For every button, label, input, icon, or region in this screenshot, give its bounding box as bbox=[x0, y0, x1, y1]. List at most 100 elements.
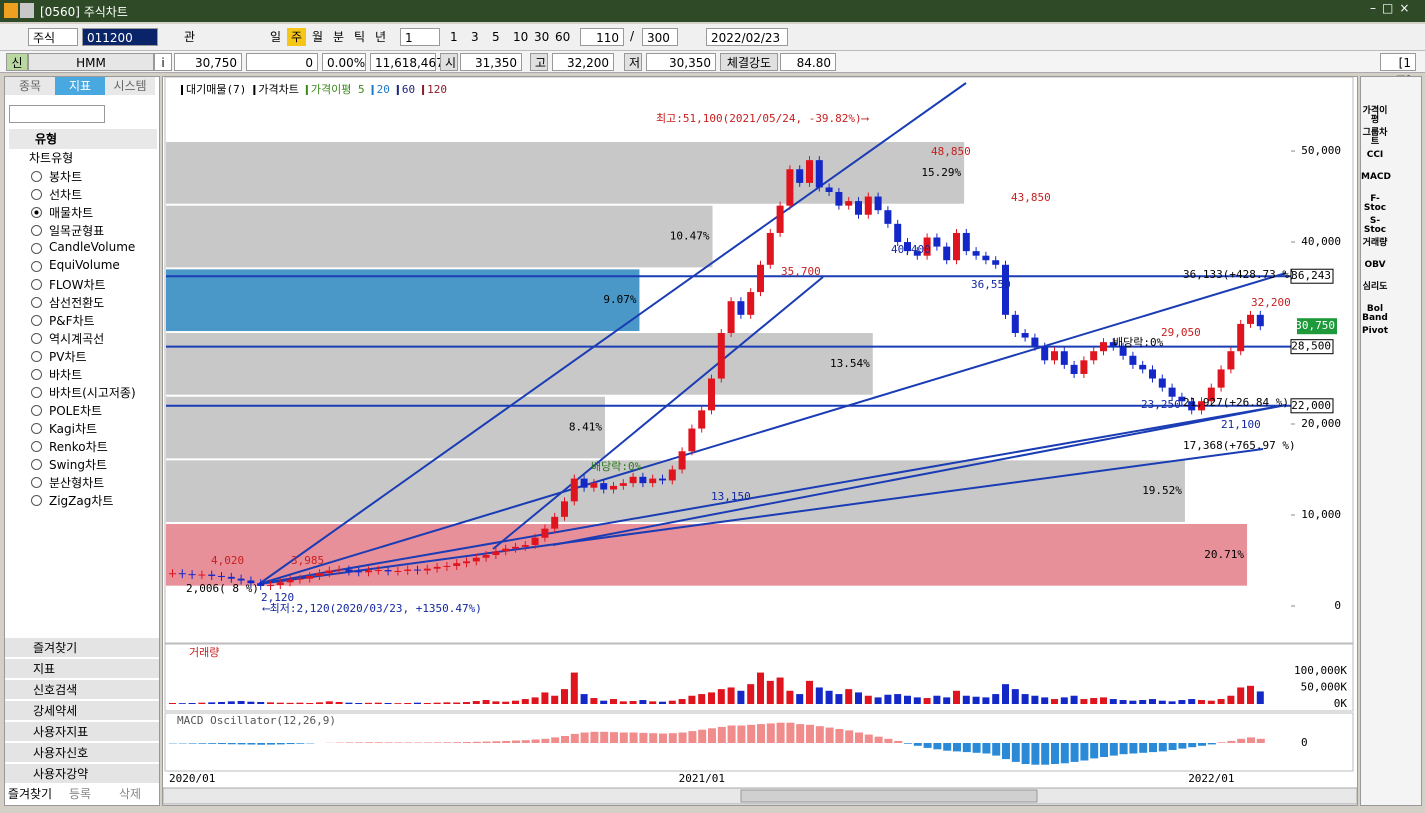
radio-button[interactable] bbox=[31, 333, 42, 344]
macd-bar bbox=[1031, 743, 1040, 765]
chart-type-option[interactable]: CandleVolume bbox=[49, 240, 136, 254]
radio-button[interactable] bbox=[31, 261, 42, 272]
chart-type-option[interactable]: 봉차트 bbox=[49, 170, 83, 184]
volume-bar bbox=[1002, 684, 1009, 704]
chart-type-option[interactable]: 바차트(시고저종) bbox=[49, 386, 136, 400]
radio-button[interactable] bbox=[31, 225, 42, 236]
radio-button[interactable] bbox=[31, 243, 42, 254]
candle bbox=[482, 555, 490, 558]
market-select[interactable]: 주식 bbox=[28, 28, 78, 46]
chart-type-option[interactable]: Renko차트 bbox=[49, 440, 108, 454]
chart-type-option[interactable]: 역시계곡선 bbox=[49, 332, 105, 346]
radio-button[interactable] bbox=[31, 351, 42, 362]
indicator-tool[interactable]: Pivot bbox=[1361, 326, 1389, 336]
radio-button[interactable] bbox=[31, 315, 42, 326]
indicator-tool[interactable]: 그룹차트 bbox=[1362, 128, 1388, 147]
radio-button[interactable] bbox=[31, 279, 42, 290]
macd-bar bbox=[1198, 743, 1206, 746]
interval-button[interactable]: 1 bbox=[450, 30, 458, 44]
chart-type-option[interactable]: 선차트 bbox=[49, 188, 83, 202]
total-input[interactable]: 300 bbox=[642, 28, 678, 46]
radio-button[interactable] bbox=[31, 297, 42, 308]
folder[interactable]: 사용자지표 bbox=[5, 722, 159, 742]
indicator-tool[interactable]: S-Stoc bbox=[1363, 216, 1387, 235]
chart-type-option[interactable]: 일목균형표 bbox=[49, 224, 105, 238]
period-button[interactable]: 일 bbox=[270, 30, 282, 44]
scroll-thumb[interactable] bbox=[740, 789, 1038, 803]
title-bar: [0560] 주식차트 –□× bbox=[0, 0, 1425, 22]
chart-type-option[interactable]: Swing차트 bbox=[49, 458, 108, 472]
chart-type-option[interactable]: 바차트 bbox=[49, 368, 83, 382]
period-button[interactable]: 년 bbox=[375, 30, 387, 44]
volume-bar bbox=[923, 698, 931, 704]
interval-button[interactable]: 10 bbox=[513, 30, 529, 44]
folder[interactable]: 강세약세 bbox=[5, 701, 159, 721]
chart-type-option[interactable]: EquiVolume bbox=[49, 258, 120, 272]
interval-button[interactable]: 3 bbox=[471, 30, 479, 44]
period-button[interactable]: 월 bbox=[312, 30, 324, 44]
candle bbox=[551, 516, 559, 529]
chart-type-option[interactable]: 삼선전환도 bbox=[49, 296, 105, 310]
bottom-tab[interactable]: 등록 bbox=[68, 787, 92, 801]
search-input[interactable] bbox=[9, 105, 105, 123]
chart-type-option[interactable]: P&F차트 bbox=[49, 314, 95, 328]
sidebar-tab[interactable]: 지표 bbox=[55, 77, 105, 95]
code-input[interactable]: 011200 bbox=[82, 28, 158, 46]
bottom-tab[interactable]: 삭제 bbox=[118, 787, 142, 801]
radio-button[interactable] bbox=[31, 477, 42, 488]
mode-button[interactable]: 관 bbox=[184, 30, 196, 44]
interval-button[interactable]: 30 bbox=[534, 30, 550, 44]
period-button[interactable]: 주 bbox=[287, 28, 307, 46]
radio-button[interactable] bbox=[31, 495, 42, 506]
volume-bar bbox=[698, 694, 706, 704]
indicator-tool[interactable]: MACD bbox=[1361, 172, 1391, 182]
volume-bar bbox=[1158, 700, 1166, 704]
candle bbox=[433, 566, 441, 569]
volume-bar bbox=[1198, 700, 1205, 704]
period-button[interactable]: 분 bbox=[333, 30, 345, 44]
folder[interactable]: 지표 bbox=[5, 659, 159, 679]
indicator-tool[interactable]: CCI bbox=[1366, 150, 1384, 160]
radio-button[interactable] bbox=[31, 207, 42, 218]
interval-button[interactable]: 60 bbox=[555, 30, 571, 44]
chart-type-option[interactable]: 매물차트 bbox=[49, 206, 94, 220]
help-icon[interactable] bbox=[20, 3, 34, 18]
radio-button[interactable] bbox=[31, 441, 42, 452]
folder[interactable]: 사용자신호 bbox=[5, 743, 159, 763]
indicator-tool[interactable]: F-Stoc bbox=[1363, 194, 1387, 213]
indicator-tool[interactable]: Bol Band bbox=[1362, 304, 1388, 323]
trend-line bbox=[258, 272, 1287, 585]
candle bbox=[1129, 355, 1137, 365]
indicator-tool[interactable]: 거래량 bbox=[1362, 238, 1388, 248]
chart-type-option[interactable]: Kagi차트 bbox=[49, 422, 98, 436]
unit-select[interactable]: 1 bbox=[400, 28, 440, 46]
folder[interactable]: 사용자강약 bbox=[5, 764, 159, 784]
chart-type-option[interactable]: FLOW차트 bbox=[49, 278, 106, 292]
sidebar-tab[interactable]: 종목 bbox=[5, 77, 55, 95]
period-button[interactable]: 틱 bbox=[354, 30, 366, 44]
chart-type-option[interactable]: ZigZag차트 bbox=[49, 494, 114, 508]
indicator-tool[interactable]: OBV bbox=[1364, 260, 1386, 270]
window-controls[interactable]: –□× bbox=[1370, 1, 1416, 15]
chart-type-option[interactable]: 분산형차트 bbox=[49, 476, 105, 490]
folder[interactable]: 즐겨찾기 bbox=[5, 638, 159, 658]
candle bbox=[776, 205, 784, 233]
sidebar-tab[interactable]: 시스템 bbox=[105, 77, 155, 95]
radio-button[interactable] bbox=[31, 189, 42, 200]
radio-button[interactable] bbox=[31, 459, 42, 470]
radio-button[interactable] bbox=[31, 405, 42, 416]
annotation: 배당락:0% bbox=[591, 460, 642, 473]
radio-button[interactable] bbox=[31, 171, 42, 182]
date-input[interactable]: 2022/02/23 bbox=[706, 28, 788, 46]
chart-type-option[interactable]: POLE차트 bbox=[49, 404, 103, 418]
chart-type-option[interactable]: PV차트 bbox=[49, 350, 87, 364]
radio-button[interactable] bbox=[31, 387, 42, 398]
radio-button[interactable] bbox=[31, 423, 42, 434]
count-input[interactable]: 110 bbox=[580, 28, 624, 46]
indicator-tool[interactable]: 가격이평 bbox=[1362, 106, 1388, 125]
indicator-tool[interactable]: 심리도 bbox=[1362, 282, 1388, 292]
folder[interactable]: 신호검색 bbox=[5, 680, 159, 700]
interval-button[interactable]: 5 bbox=[492, 30, 500, 44]
radio-button[interactable] bbox=[31, 369, 42, 380]
bottom-tab[interactable]: 즐겨찾기 bbox=[7, 787, 53, 801]
